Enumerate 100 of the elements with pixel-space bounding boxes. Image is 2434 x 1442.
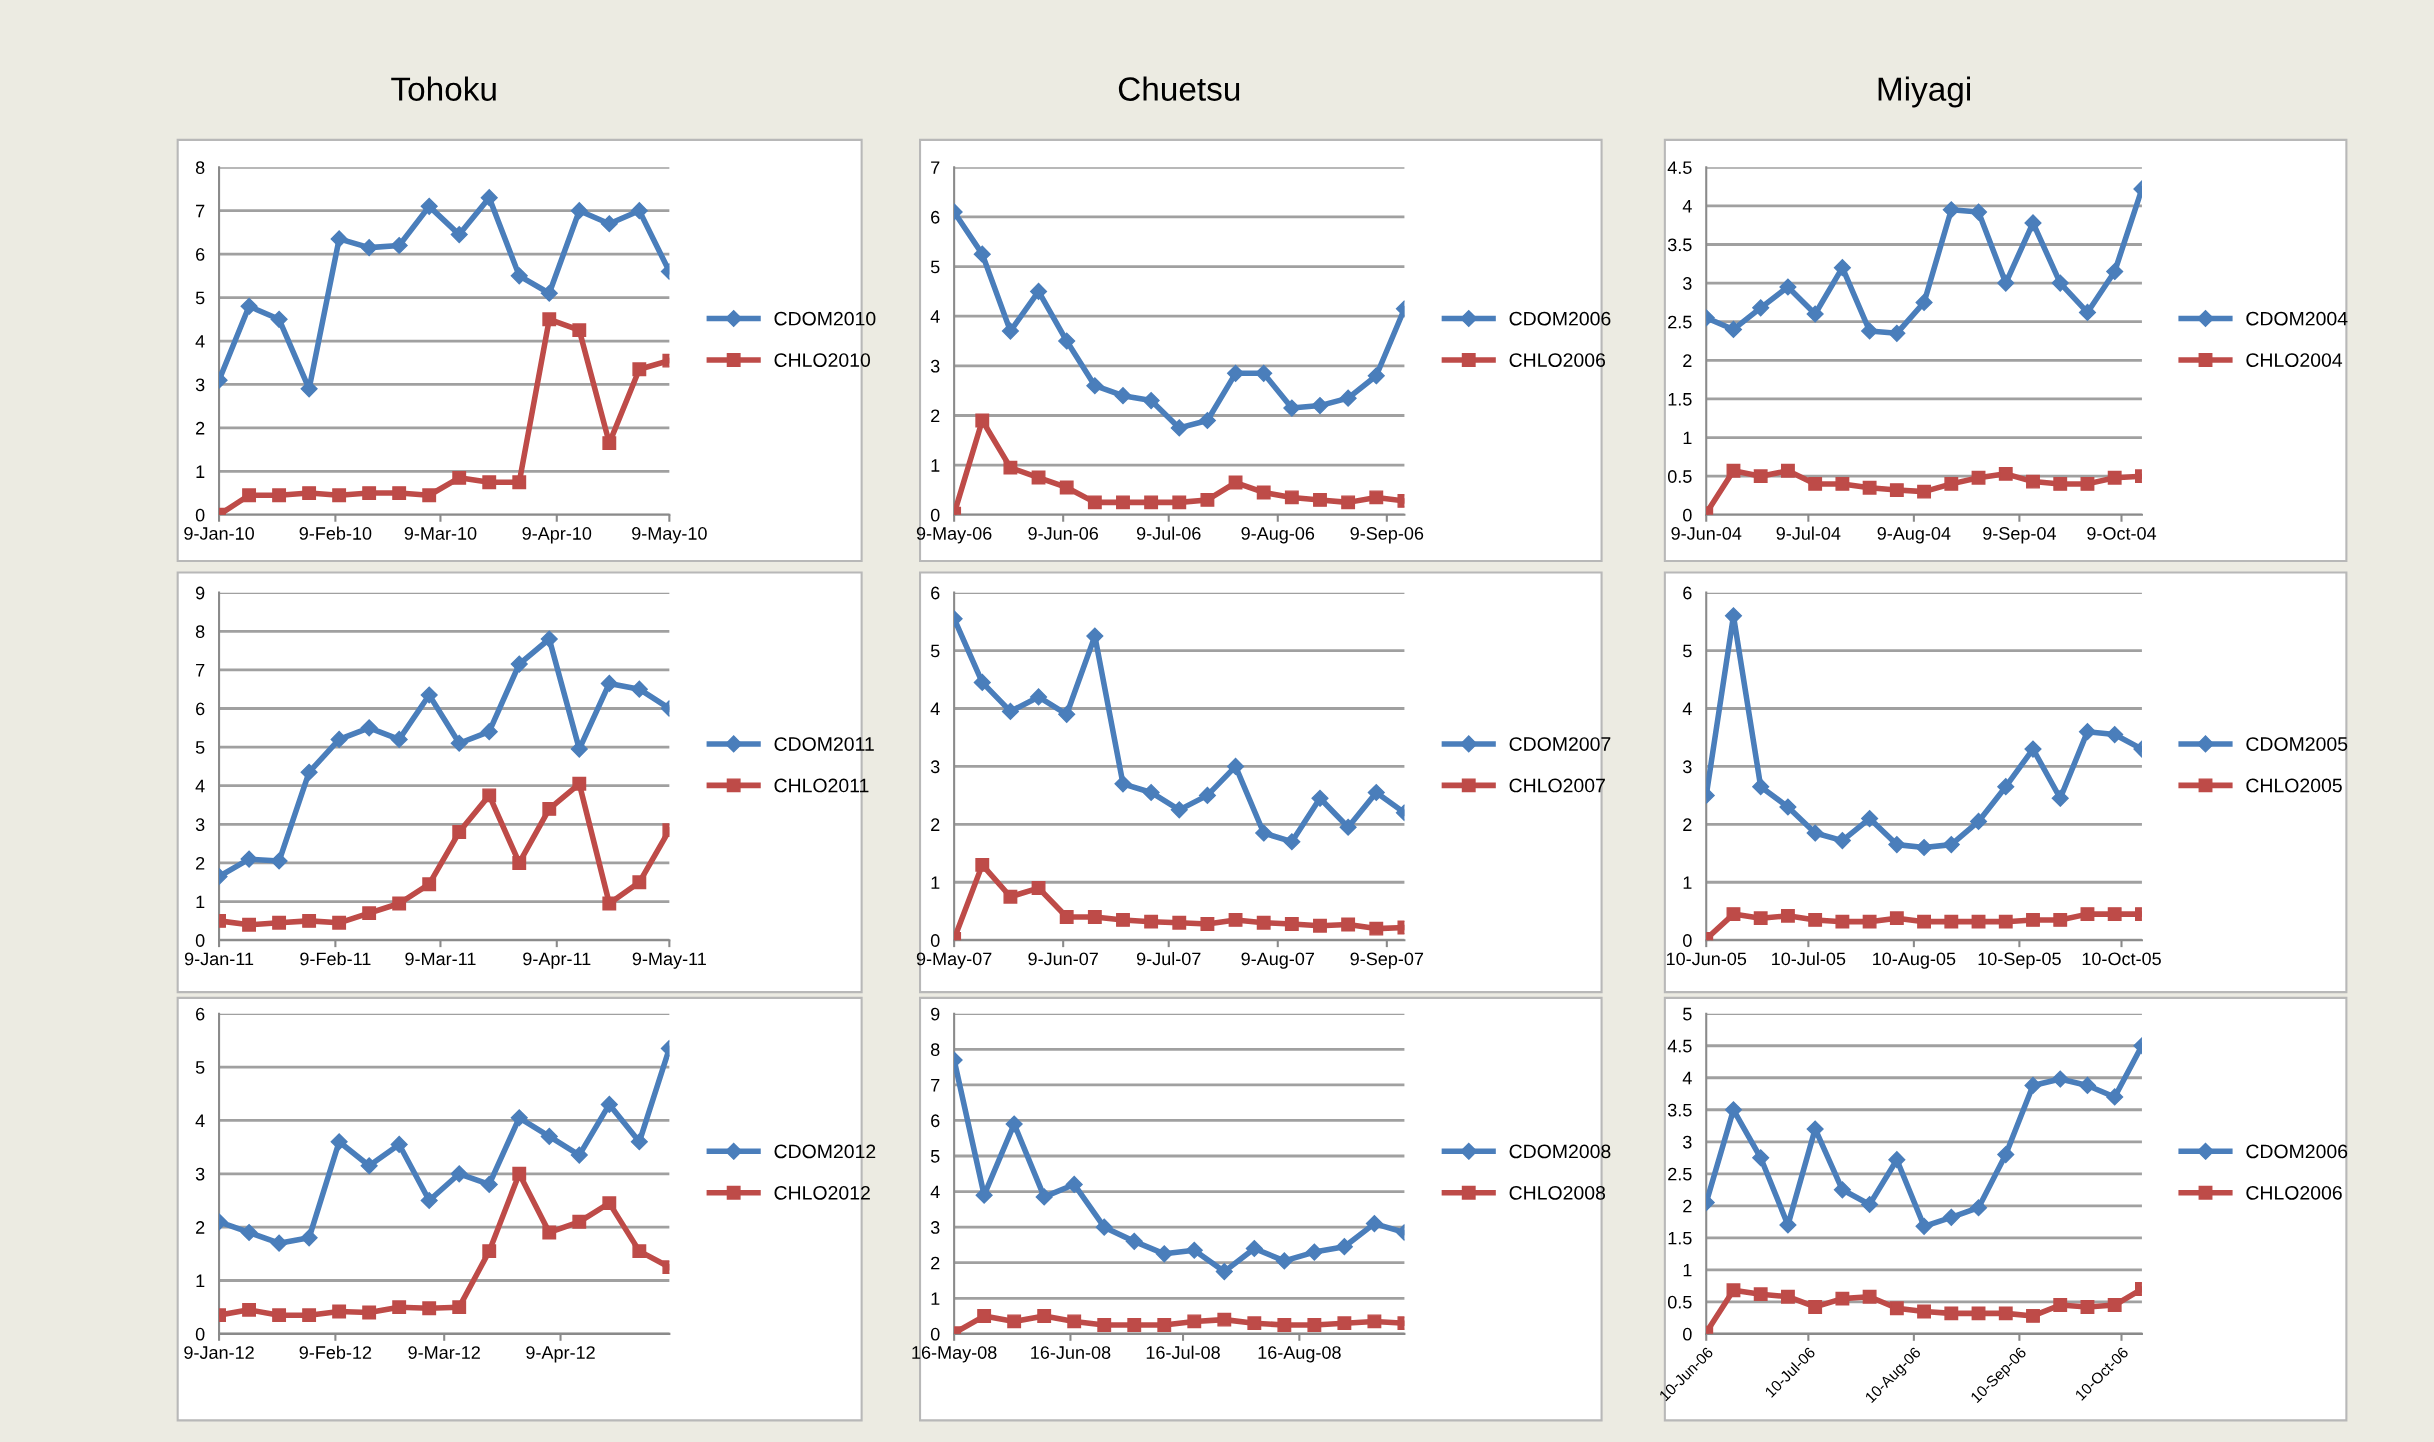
point [1341,495,1356,510]
point [2024,1076,2042,1094]
point [1172,495,1187,510]
y-tick-label: 0 [930,1327,940,1341]
point [452,825,467,840]
x-tick-label: 9-Oct-04 [2087,527,2157,540]
legend-label: CHLO2008 [1509,1185,1606,1200]
point [1228,475,1243,490]
point [1116,912,1130,927]
point [270,852,288,870]
point [270,310,288,328]
y-tick-label: 1 [1683,876,1692,889]
point [2024,740,2042,758]
point [1861,809,1879,828]
point [570,202,588,220]
y-tick-label: 7 [196,664,205,677]
y-tick-label: 0.5 [1667,470,1692,483]
point [1779,278,1797,296]
point [2026,912,2040,927]
y-tick-label: 5 [930,644,940,658]
y-tick-label: 9 [931,1007,940,1021]
x-tick-label: 10-Aug-05 [1873,952,1956,969]
y-tick-label: 1.5 [1668,393,1692,406]
legend-label: CHLO2010 [774,353,871,367]
point [392,1300,407,1315]
point [1367,783,1385,802]
point [240,297,258,315]
point [1365,1215,1383,1233]
x-tick-label: 9-Apr-12 [526,1346,595,1363]
point [1971,1306,1986,1321]
legend-label: CHLO2006 [1509,353,1606,367]
point [2080,1300,2095,1314]
y-tick-label: 6 [1683,586,1692,600]
point [1313,492,1327,507]
y-tick-label: 6 [196,702,205,716]
point [1307,1318,1322,1332]
point [977,1309,992,1324]
y-tick-label: 2 [196,421,205,435]
point [1944,476,1959,491]
point [600,215,618,233]
point [512,475,527,490]
point [1058,332,1076,350]
point [1888,1151,1906,1169]
y-tick-label: 3 [195,1167,205,1181]
point [1833,1181,1851,1199]
y-tick-label: 6 [931,1114,940,1128]
chart-title: Chuetsu [1118,76,1240,101]
point [2107,907,2122,922]
y-tick-label: 0 [1683,1327,1692,1341]
y-tick-label: 5 [1683,644,1692,658]
point [1313,918,1327,933]
point [1862,1289,1877,1304]
y-tick-label: 1 [931,1292,940,1305]
point [1969,203,1988,221]
y-tick-label: 6 [196,248,205,261]
point [600,674,618,692]
legend-label: CHLO2005 [2246,778,2342,793]
point [542,312,557,327]
point [1369,490,1384,505]
x-tick-label: 16-Jun-08 [1031,1346,1111,1359]
y-tick-label: 4 [1682,1071,1692,1085]
y-tick-label: 3.5 [1667,238,1692,252]
point [1726,1283,1741,1298]
point [330,1133,348,1151]
legend-label: CDOM2007 [1509,737,1611,751]
point [392,896,407,911]
point [2053,1298,2068,1312]
point [1917,1304,1932,1319]
point [1311,397,1329,415]
y-tick-label: 4 [930,702,940,716]
point [1917,914,1932,929]
y-tick-label: 3 [1682,760,1692,774]
point [240,850,258,868]
point [1724,320,1743,339]
y-tick-label: 9 [195,586,205,600]
point [1200,492,1215,507]
point [1861,322,1879,340]
point [240,1223,258,1242]
point [420,686,438,704]
point [1245,1239,1263,1258]
x-tick-label: 9-Feb-12 [299,1345,372,1359]
point [1030,688,1048,706]
x-tick-label: 9-May-07 [916,952,992,969]
point [1997,274,2015,292]
point [1035,1188,1053,1206]
point [1808,476,1823,491]
point [450,1165,468,1183]
y-tick-label: 4 [930,310,940,323]
point [1283,399,1301,417]
point [1997,1146,2015,1164]
x-tick-label: 9-Jul-04 [1776,526,1841,540]
point [630,1133,648,1151]
y-tick-label: 5 [1683,1007,1692,1021]
y-tick-label: 0 [930,508,940,522]
legend-label: CHLO2007 [1509,778,1605,793]
point [1341,917,1356,932]
point [1998,914,2013,929]
y-tick-label: 1 [931,876,940,889]
point [572,323,587,338]
point [510,267,528,285]
